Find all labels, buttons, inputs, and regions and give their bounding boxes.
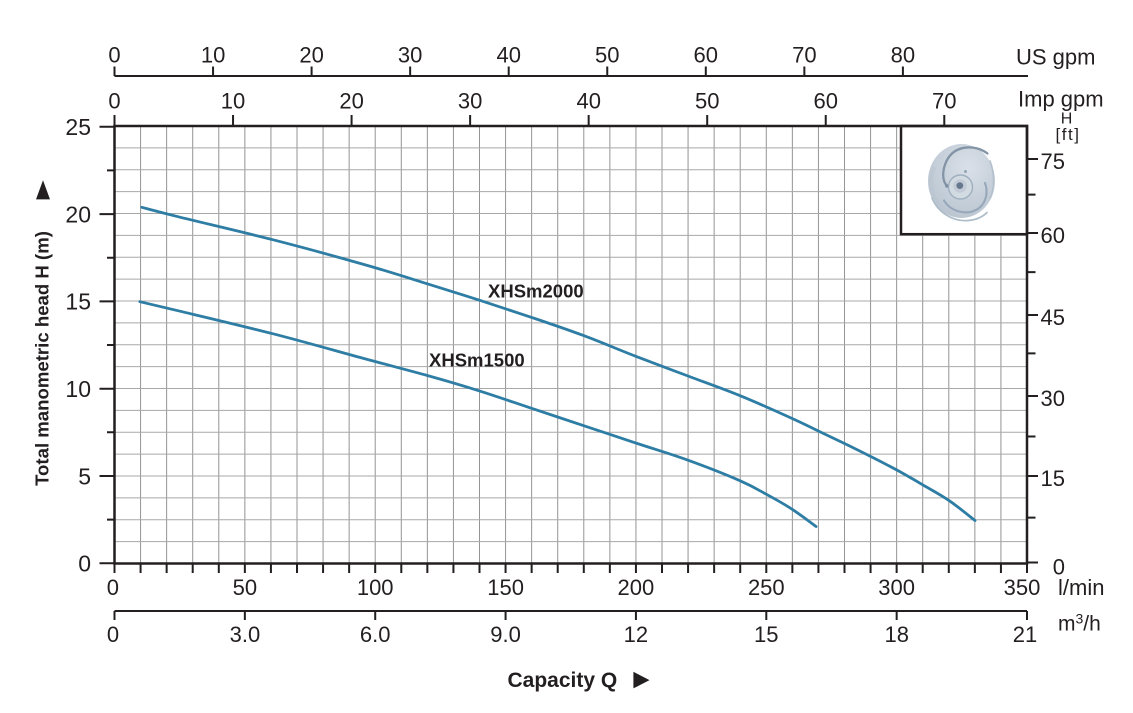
svg-text:12: 12 [624,622,648,647]
svg-text:20: 20 [65,201,91,227]
svg-text:9.0: 9.0 [490,622,521,647]
svg-text:75: 75 [1041,149,1065,174]
svg-text:25: 25 [65,114,91,140]
svg-text:m3/h: m3/h [1058,611,1101,636]
svg-text:60: 60 [1041,223,1065,248]
svg-text:20: 20 [339,88,363,113]
svg-text:15: 15 [65,289,91,315]
svg-text:5: 5 [78,463,91,489]
svg-text:40: 40 [576,88,600,113]
svg-text:10: 10 [221,88,245,113]
svg-text:0: 0 [107,622,119,647]
svg-text:30: 30 [458,88,482,113]
svg-text:Capacity Q: Capacity Q [508,669,618,692]
svg-text:0: 0 [78,551,91,577]
svg-text:50: 50 [595,43,619,68]
svg-text:40: 40 [496,43,520,68]
svg-text:200: 200 [618,575,655,600]
svg-text:3.0: 3.0 [230,622,261,647]
svg-text:0: 0 [1053,555,1065,580]
svg-text:18: 18 [884,622,908,647]
svg-text:10: 10 [65,376,91,402]
svg-text:US gpm: US gpm [1016,45,1095,70]
svg-text:45: 45 [1041,305,1065,330]
svg-text:15: 15 [754,622,778,647]
svg-text:0: 0 [108,43,120,68]
svg-text:80: 80 [891,43,915,68]
svg-text:300: 300 [878,575,915,600]
svg-text:Total manometric head H (m): Total manometric head H (m) [32,231,53,486]
svg-text:30: 30 [1041,386,1065,411]
svg-text:l/min: l/min [1058,575,1104,600]
svg-text:XHSm1500: XHSm1500 [429,350,525,371]
svg-text:30: 30 [398,43,422,68]
svg-text:H: H [1061,111,1073,128]
svg-text:150: 150 [487,575,524,600]
svg-text:21: 21 [1013,622,1037,647]
svg-text:70: 70 [932,88,956,113]
svg-text:6.0: 6.0 [360,622,391,647]
svg-text:0: 0 [108,88,120,113]
svg-text:70: 70 [792,43,816,68]
svg-text:50: 50 [233,575,257,600]
svg-text:20: 20 [299,43,323,68]
svg-text:[ft]: [ft] [1056,125,1081,144]
svg-text:10: 10 [201,43,225,68]
svg-text:60: 60 [813,88,837,113]
svg-text:0: 0 [107,575,119,600]
svg-text:15: 15 [1041,466,1065,491]
svg-text:50: 50 [695,88,719,113]
svg-text:XHSm2000: XHSm2000 [488,281,584,302]
svg-text:350: 350 [1004,575,1041,600]
svg-text:60: 60 [694,43,718,68]
svg-text:100: 100 [357,575,394,600]
svg-text:250: 250 [748,575,785,600]
svg-text:Imp gpm: Imp gpm [1018,87,1104,112]
